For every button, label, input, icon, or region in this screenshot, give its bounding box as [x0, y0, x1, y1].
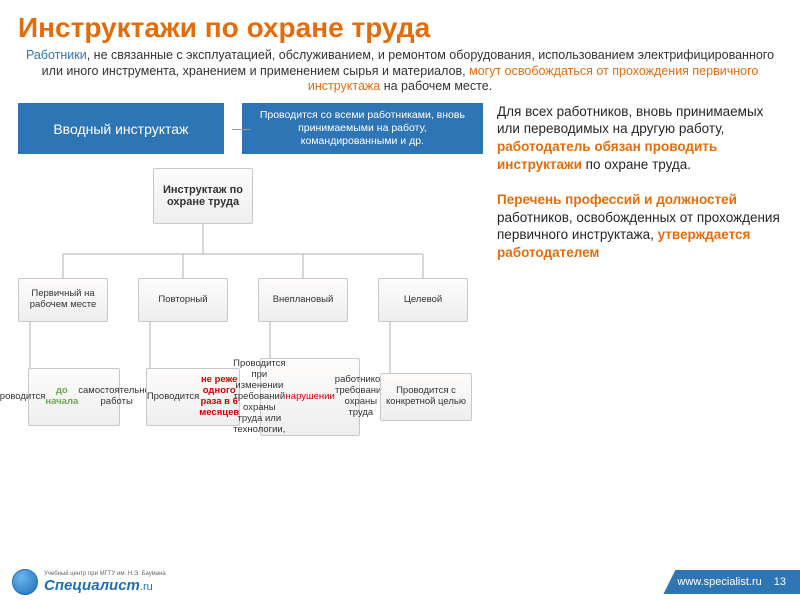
footer: Учебный центр при МГТУ им. Н.Э. Баумана … — [0, 564, 800, 600]
intro-paragraph: Работники, не связанные с эксплуатацией,… — [18, 48, 782, 95]
brand-badge-icon — [12, 569, 38, 595]
tree-l1-0: Первичный на рабочем месте — [18, 278, 108, 322]
blocks-connector — [232, 129, 250, 130]
right-p1-a: Для всех работников, вновь принимаемых и… — [497, 104, 763, 137]
footer-url: www.specialist.ru — [677, 576, 761, 588]
brand-name: Специалист — [44, 577, 140, 594]
tree-l1-3: Целевой — [378, 278, 468, 322]
block-intro-a: Вводный инструктаж — [18, 103, 224, 154]
page-title: Инструктажи по охране труда — [18, 12, 782, 44]
tree-root: Инструктаж по охране труда — [153, 168, 253, 224]
right-p2: Перечень профессий и должностей работник… — [497, 191, 782, 261]
tree-l2-2: Проводится при изменении требований охра… — [260, 358, 360, 436]
tree-l2-3: Проводится с конкретной целью — [380, 373, 472, 421]
left-column: Вводный инструктаж Проводится со всеми р… — [18, 103, 483, 488]
tree-l2-0: Проводится до начала самостоятельной раб… — [28, 368, 120, 426]
intro-blue: Работники — [26, 48, 87, 62]
right-p1: Для всех работников, вновь принимаемых и… — [497, 103, 782, 173]
page-number: 13 — [774, 576, 786, 588]
tree-l2-1: Проводится не реже одного раза в 6 месяц… — [146, 368, 240, 426]
tree: Инструктаж по охране труда Первичный на р… — [18, 168, 483, 488]
right-p1-b: по охране труда. — [582, 157, 691, 172]
right-column: Для всех работников, вновь принимаемых и… — [497, 103, 782, 488]
brand-suffix: .ru — [140, 581, 153, 593]
block-intro-b: Проводится со всеми работниками, вновь п… — [242, 103, 483, 154]
right-p2-o1: Перечень профессий и должностей — [497, 192, 737, 207]
brand-logo: Учебный центр при МГТУ им. Н.Э. Баумана … — [12, 569, 166, 595]
tree-l1-1: Повторный — [138, 278, 228, 322]
tree-l1-2: Внеплановый — [258, 278, 348, 322]
pager: www.specialist.ru 13 — [663, 570, 800, 594]
intro-post: на рабочем месте. — [380, 79, 492, 93]
